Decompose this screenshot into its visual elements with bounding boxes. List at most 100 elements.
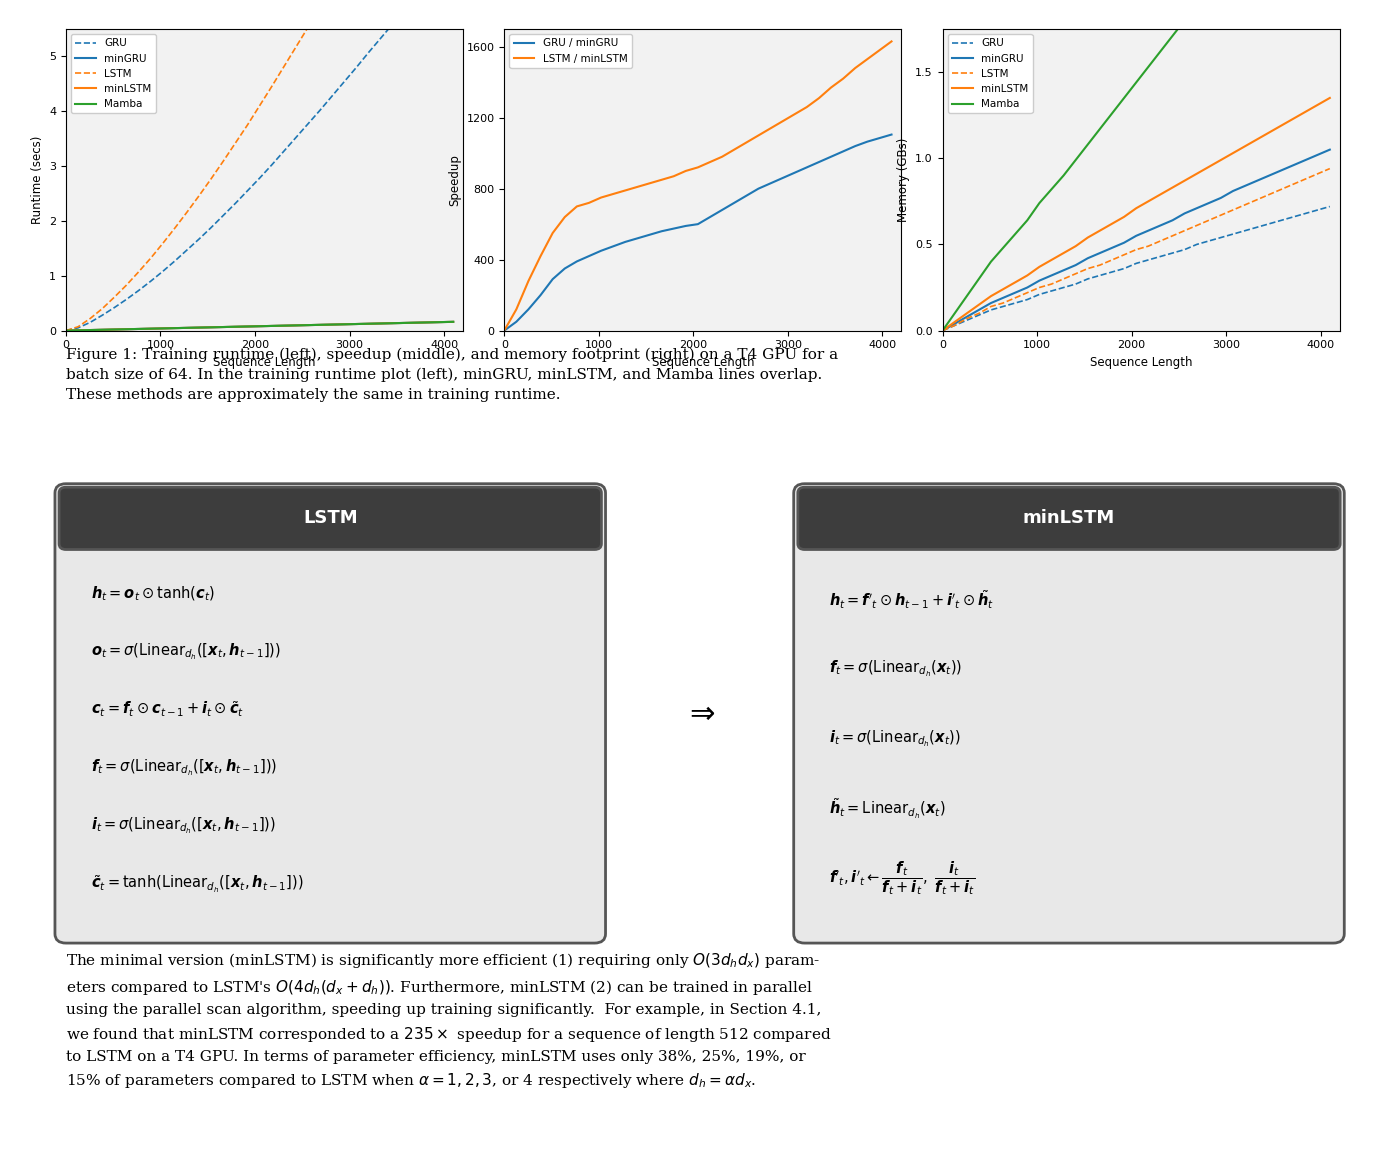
minGRU <box>300 318 316 332</box>
minLSTM <box>1322 90 1338 104</box>
minGRU <box>1043 268 1059 282</box>
Mamba <box>106 322 122 336</box>
GRU <box>203 220 220 234</box>
GRU <box>1189 238 1205 252</box>
minGRU <box>312 318 328 332</box>
minGRU <box>203 320 220 334</box>
GRU <box>995 299 1011 313</box>
GRU <box>239 183 256 197</box>
minGRU <box>179 321 195 335</box>
GRU <box>982 303 999 317</box>
LSTM <box>1189 218 1205 232</box>
GRU / minGRU <box>846 139 863 153</box>
GRU / minGRU <box>605 239 621 253</box>
Text: $\tilde{\boldsymbol{h}}_t = \mathrm{Linear}_{d_h}(\boldsymbol{x}_t)$: $\tilde{\boldsymbol{h}}_t = \mathrm{Line… <box>830 796 945 820</box>
Line: minGRU: minGRU <box>943 150 1330 331</box>
minLSTM <box>1189 167 1205 181</box>
LSTM <box>143 252 159 266</box>
GRU / minGRU <box>811 155 827 169</box>
minGRU <box>1213 191 1230 205</box>
LSTM / minLSTM <box>811 92 827 106</box>
LSTM / minLSTM <box>750 129 767 143</box>
minLSTM <box>1164 181 1180 195</box>
LSTM <box>312 1 328 15</box>
GRU / minGRU <box>786 166 802 180</box>
GRU <box>959 313 976 327</box>
minLSTM <box>82 324 99 338</box>
LSTM / minLSTM <box>871 43 888 57</box>
minGRU <box>1322 143 1338 157</box>
Text: $\boldsymbol{h}_t = \boldsymbol{o}_t \odot \tanh(\boldsymbol{c}_t)$: $\boldsymbol{h}_t = \boldsymbol{o}_t \od… <box>91 585 214 603</box>
minLSTM <box>1116 210 1132 224</box>
GRU <box>264 158 280 172</box>
Mamba <box>1128 75 1145 89</box>
LSTM / minLSTM <box>508 303 525 317</box>
minGRU <box>348 317 364 331</box>
Mamba <box>312 318 328 332</box>
minLSTM <box>1091 224 1107 238</box>
Mamba <box>1164 29 1180 43</box>
minLSTM <box>995 282 1011 296</box>
GRU / minGRU <box>508 314 525 328</box>
minGRU <box>154 321 170 335</box>
LSTM <box>970 306 987 320</box>
Mamba <box>420 316 437 329</box>
minLSTM <box>445 314 462 328</box>
GRU <box>1055 281 1072 295</box>
GRU / minGRU <box>617 235 633 249</box>
Mamba <box>1176 14 1193 28</box>
GRU / minGRU <box>521 303 537 317</box>
Line: minLSTM: minLSTM <box>66 321 453 331</box>
Mamba <box>1091 122 1107 136</box>
minGRU <box>1055 263 1072 277</box>
GRU <box>1080 271 1096 285</box>
GRU <box>1043 284 1059 298</box>
LSTM / minLSTM <box>835 72 852 86</box>
minLSTM <box>959 306 976 320</box>
minGRU <box>1116 235 1132 249</box>
GRU / minGRU <box>642 227 658 241</box>
minLSTM <box>1213 153 1230 167</box>
GRU <box>1309 203 1326 217</box>
minLSTM <box>166 321 183 335</box>
Mamba <box>1116 90 1132 104</box>
LSTM <box>191 189 207 203</box>
GRU <box>1140 253 1157 267</box>
minGRU <box>251 319 268 333</box>
LSTM <box>1261 188 1278 202</box>
minLSTM <box>214 320 231 334</box>
minLSTM <box>118 322 135 336</box>
X-axis label: Sequence Length: Sequence Length <box>213 356 316 369</box>
LSTM <box>1224 203 1241 217</box>
Legend: GRU, minGRU, LSTM, minLSTM, Mamba: GRU, minGRU, LSTM, minLSTM, Mamba <box>948 34 1032 114</box>
Mamba <box>179 321 195 335</box>
minGRU <box>1164 213 1180 227</box>
Text: $\boldsymbol{h}_t = \boldsymbol{f}'_t \odot \boldsymbol{h}_{t-1} + \boldsymbol{i: $\boldsymbol{h}_t = \boldsymbol{f}'_t \o… <box>830 588 995 610</box>
LSTM <box>93 302 110 316</box>
minLSTM <box>1237 139 1253 153</box>
minLSTM <box>947 316 963 329</box>
LSTM <box>1201 213 1217 227</box>
minGRU <box>227 320 243 334</box>
LSTM <box>276 60 293 74</box>
GRU <box>372 31 389 45</box>
GRU <box>1176 242 1193 256</box>
minLSTM <box>1153 188 1169 202</box>
Line: LSTM / minLSTM: LSTM / minLSTM <box>504 42 892 331</box>
LSTM / minLSTM <box>629 180 646 194</box>
LSTM / minLSTM <box>763 122 779 136</box>
LSTM <box>1030 281 1047 295</box>
minLSTM <box>1055 246 1072 260</box>
LSTM <box>1007 291 1024 305</box>
minGRU <box>191 320 207 334</box>
Mamba <box>1020 213 1036 227</box>
Text: $\boldsymbol{f}_t = \sigma(\mathrm{Linear}_{d_h}([\boldsymbol{x}_t, \boldsymbol{: $\boldsymbol{f}_t = \sigma(\mathrm{Linea… <box>91 757 278 778</box>
minLSTM <box>1297 104 1314 118</box>
Mamba <box>70 324 87 338</box>
Mamba <box>385 317 401 331</box>
minGRU <box>1237 179 1253 193</box>
LSTM / minLSTM <box>617 183 633 197</box>
minGRU <box>1080 252 1096 266</box>
LSTM <box>947 319 963 333</box>
LSTM / minLSTM <box>714 150 731 164</box>
